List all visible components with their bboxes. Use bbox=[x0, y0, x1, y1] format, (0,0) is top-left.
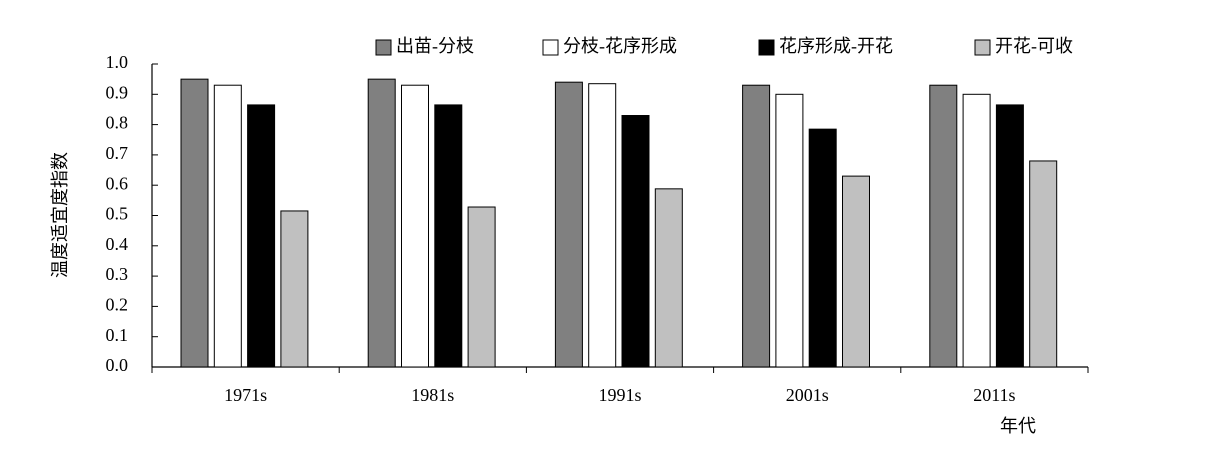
y-tick-label: 0.5 bbox=[106, 204, 129, 224]
bar bbox=[213, 84, 242, 368]
bar bbox=[929, 84, 958, 368]
bar bbox=[280, 210, 309, 368]
bar bbox=[742, 84, 771, 368]
y-tick-label: 0.1 bbox=[106, 325, 129, 345]
y-tick-label: 0.2 bbox=[106, 295, 129, 315]
bar bbox=[842, 175, 870, 368]
legend-label: 出苗-分枝 bbox=[396, 36, 474, 56]
legend-swatch bbox=[375, 39, 392, 56]
y-tick-label: 1.0 bbox=[106, 52, 129, 72]
bar bbox=[401, 84, 429, 368]
legend-swatch bbox=[974, 39, 991, 56]
bar bbox=[808, 128, 837, 368]
bar bbox=[995, 104, 1024, 368]
legend-label: 分枝-花序形成 bbox=[563, 36, 677, 56]
x-tick-label: 1981s bbox=[411, 385, 454, 405]
bar bbox=[654, 188, 683, 368]
bar bbox=[1029, 160, 1058, 368]
x-tick-label: 2001s bbox=[786, 385, 829, 405]
y-tick-label: 0.3 bbox=[106, 264, 129, 284]
bar bbox=[247, 104, 276, 368]
bar bbox=[434, 104, 463, 368]
bar bbox=[467, 206, 496, 368]
legend-label: 开花-可收 bbox=[995, 36, 1073, 56]
legend-label: 花序形成-开花 bbox=[779, 36, 893, 56]
bar bbox=[621, 115, 650, 368]
y-tick-label: 0.7 bbox=[106, 143, 129, 163]
x-tick-label: 1991s bbox=[598, 385, 641, 405]
legend-swatch bbox=[758, 39, 775, 56]
x-axis-label: 年代 bbox=[1000, 416, 1036, 436]
y-tick-label: 0.6 bbox=[106, 173, 129, 193]
x-tick-label: 2011s bbox=[973, 385, 1015, 405]
y-axis-label: 温度适宜度指数 bbox=[50, 152, 70, 278]
legend-swatch bbox=[542, 39, 559, 56]
bar bbox=[180, 78, 209, 368]
bar bbox=[962, 93, 991, 368]
y-tick-label: 0.0 bbox=[106, 355, 129, 375]
bar bbox=[554, 81, 583, 368]
x-tick-label: 1971s bbox=[224, 385, 267, 405]
y-tick-label: 0.8 bbox=[106, 113, 129, 133]
y-tick-label: 0.4 bbox=[106, 234, 129, 254]
y-tick-label: 0.9 bbox=[106, 82, 129, 102]
bar bbox=[588, 83, 617, 368]
bar bbox=[367, 78, 396, 368]
bar bbox=[775, 93, 804, 368]
